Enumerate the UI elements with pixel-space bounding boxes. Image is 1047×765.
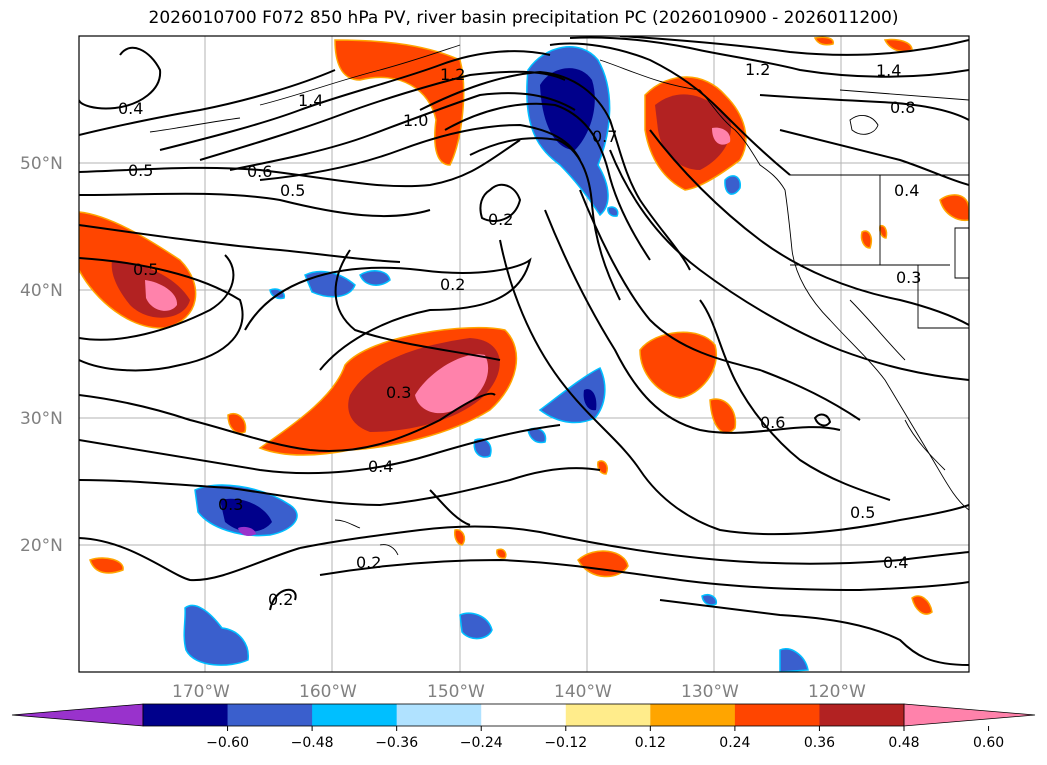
- lon-label: 140°W: [554, 682, 612, 702]
- contour-label: 0.2: [356, 553, 381, 572]
- colorbar-tick-label: 0.36: [804, 735, 835, 751]
- colorbar-tick-label: 0.48: [888, 735, 919, 751]
- contour-label: 0.5: [280, 181, 305, 200]
- colorbar-segment: [143, 704, 229, 726]
- colorbar-tick-label: −0.24: [460, 735, 503, 751]
- lat-label: 50°N: [20, 154, 63, 174]
- contour-label: 0.4: [883, 553, 908, 572]
- colorbar-tick-label: −0.36: [375, 735, 418, 751]
- contour-label: 0.6: [247, 162, 272, 181]
- contour-label: 1.0: [403, 111, 428, 130]
- contour-label: 0.8: [890, 98, 915, 117]
- lon-label: 170°W: [172, 682, 230, 702]
- lon-label: 120°W: [808, 682, 866, 702]
- colorbar-segment: [227, 704, 313, 726]
- lon-label: 160°W: [299, 682, 357, 702]
- contour-label: 0.2: [268, 590, 293, 609]
- map-frame: [78, 35, 970, 673]
- lat-label: 20°N: [20, 536, 63, 556]
- negative-precip-regions: [183, 46, 809, 672]
- colorbar-extend-low: [11, 703, 144, 727]
- pv-contours: [79, 36, 969, 666]
- contour-label: 1.4: [298, 91, 323, 110]
- contour-label: 0.4: [368, 457, 393, 476]
- contour-labels: 0.4 0.5 1.4 1.2 1.0 0.6 0.5 0.2 0.7 1.2 …: [118, 60, 921, 609]
- colorbar-tick-label: 0.24: [719, 735, 750, 751]
- contour-label: 0.2: [440, 275, 465, 294]
- colorbar-tick-label: −0.12: [544, 735, 587, 751]
- contour-label: 1.2: [745, 60, 770, 79]
- colorbar-segment: [396, 704, 482, 726]
- contour-label: 0.7: [592, 127, 617, 146]
- contour-label: 0.5: [850, 503, 875, 522]
- contour-label: 0.4: [894, 181, 919, 200]
- map-panel: 0.4 0.5 1.4 1.2 1.0 0.6 0.5 0.2 0.7 1.2 …: [79, 36, 969, 672]
- colorbar: −0.60 −0.48 −0.36 −0.24 −0.12 0.12 0.24 0.36 0.4…: [11, 703, 1036, 751]
- colorbar-segment: [565, 704, 651, 726]
- colorbar-extend-high: [903, 703, 1036, 727]
- positive-precip-regions: [79, 36, 969, 615]
- lat-label: 30°N: [20, 409, 63, 429]
- contour-label: 0.6: [760, 413, 785, 432]
- contour-label: 0.2: [488, 210, 513, 229]
- colorbar-segment: [312, 704, 398, 726]
- contour-label: 0.5: [133, 260, 158, 279]
- lon-label: 130°W: [681, 682, 739, 702]
- colorbar-frame: [142, 703, 905, 727]
- lat-label: 40°N: [20, 281, 63, 301]
- latitude-labels: 50°N 40°N 30°N 20°N: [20, 154, 63, 556]
- colorbar-tick-label: −0.48: [291, 735, 334, 751]
- contour-label: 0.3: [386, 383, 411, 402]
- colorbar-tick-label: 0.60: [973, 735, 1004, 751]
- colorbar-segment: [481, 704, 567, 726]
- contour-label: 1.4: [876, 61, 901, 80]
- colorbar-segment: [734, 704, 820, 726]
- colorbar-segment: [650, 704, 736, 726]
- contour-label: 0.5: [128, 161, 153, 180]
- contour-label: 0.3: [896, 268, 921, 287]
- colorbar-tick-label: 0.12: [635, 735, 666, 751]
- contour-label: 1.2: [440, 65, 465, 84]
- colorbar-segment: [819, 704, 905, 726]
- contour-label: 0.4: [118, 99, 143, 118]
- longitude-labels: 170°W 160°W 150°W 140°W 130°W 120°W: [172, 682, 866, 702]
- map-title: 2026010700 F072 850 hPa PV, river basin …: [148, 8, 899, 28]
- contour-label: 0.3: [218, 495, 243, 514]
- colorbar-tick-label: −0.60: [206, 735, 249, 751]
- lon-label: 150°W: [427, 682, 485, 702]
